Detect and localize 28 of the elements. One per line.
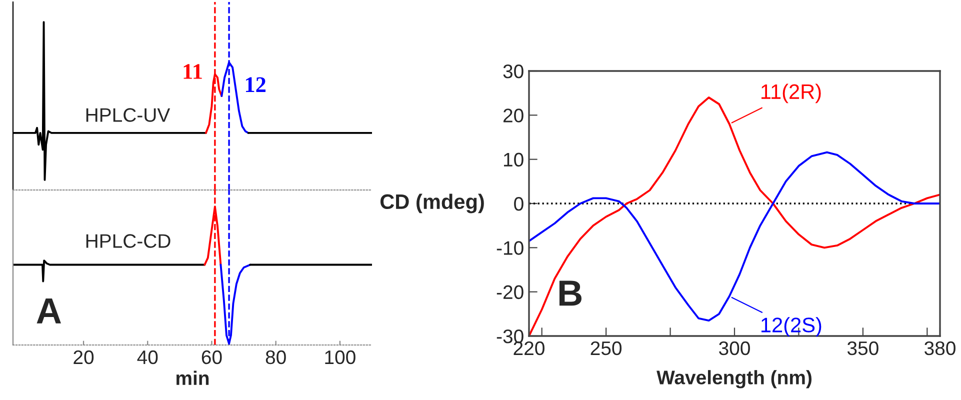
x-tick-label: 220 [514,341,544,356]
x-tick-label: 60 [202,350,222,364]
x-tick-label: 250 [590,341,622,356]
x-tick-label: 350 [847,341,878,356]
x-tick-label: 380 [924,341,956,356]
legend-label: 12(2S) [762,317,822,337]
series-label: 11(2R) [762,84,821,104]
y-tick-label: 0 [514,196,524,211]
x-tick-label: 20 [74,350,94,364]
x-tick-label: 100 [325,350,356,364]
annotation: 11 [184,64,202,79]
annotation: A [36,298,61,324]
y-tick-label: -20 [496,285,524,300]
y-tick-label: 20 [503,108,524,122]
annotation: 12 [246,77,266,92]
y-tick-label: -30 [496,329,524,344]
text: HPLC-CD [86,234,170,248]
x-tick-label: 80 [266,350,286,364]
x-tick-label: 40 [137,350,158,364]
x-tick-label: 300 [719,341,750,356]
text: HPLC-UV [86,108,170,122]
y-axis-title: CD (mdeg) [380,194,484,214]
y-tick-label: -10 [496,241,524,255]
y-tick-label: 30 [503,64,524,78]
x-axis-title: Wavelength (nm) [656,370,812,388]
y-tick-label: 10 [504,152,524,167]
x-axis-title: min [176,370,209,385]
annotation: B [559,280,582,306]
